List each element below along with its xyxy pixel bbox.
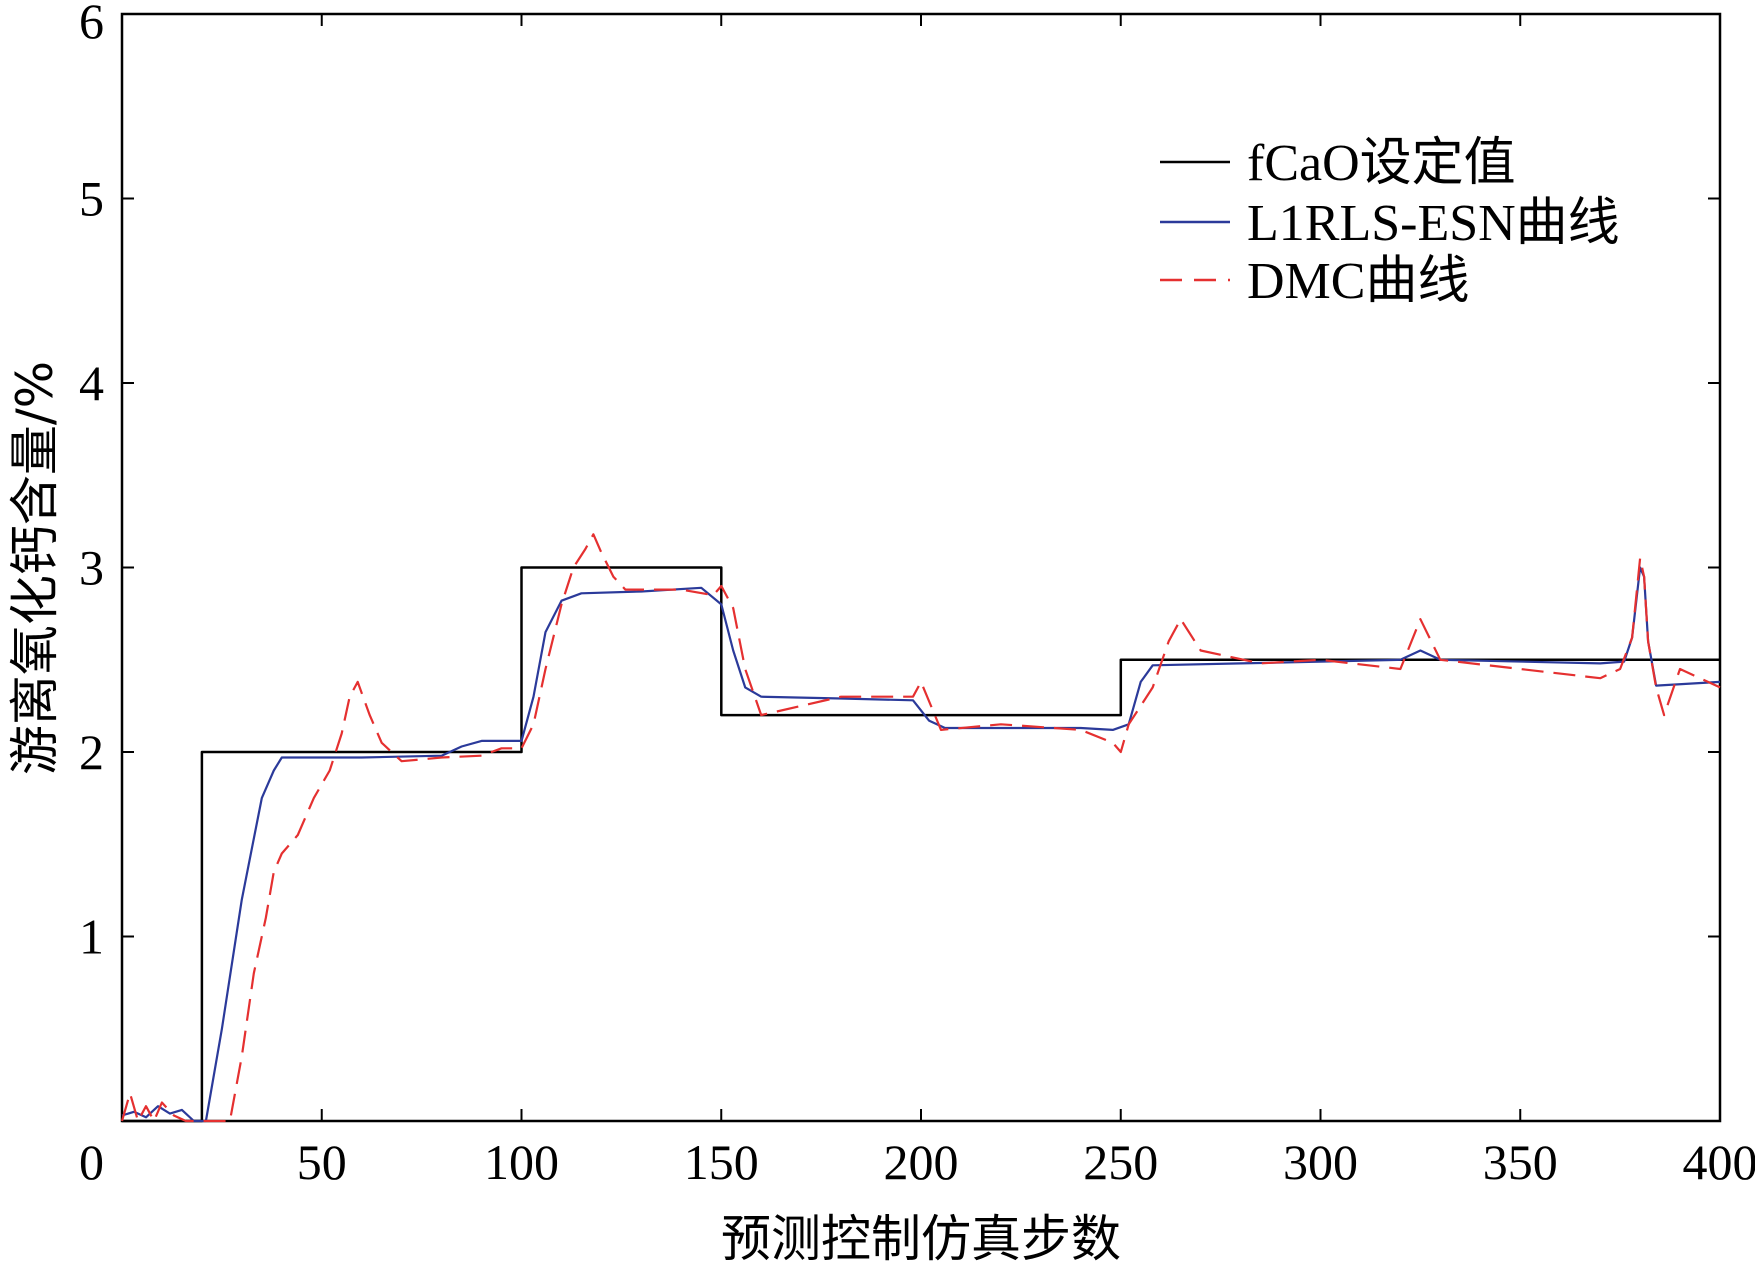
y-tick-label: 4 <box>79 355 104 411</box>
legend-item-l1rls-esn-label: L1RLS-ESN曲线 <box>1247 195 1620 252</box>
x-tick-label: 250 <box>1083 1134 1158 1190</box>
x-tick-label: 400 <box>1683 1134 1755 1190</box>
y-tick-label: 3 <box>79 540 104 596</box>
series-lines <box>120 533 1721 1123</box>
legend-item-setpoint-label: fCaO设定值 <box>1247 135 1516 192</box>
y-tick-label: 5 <box>79 171 104 227</box>
x-tick-label: 100 <box>484 1134 559 1190</box>
y-tick-label: 2 <box>79 724 104 780</box>
y-tick-label: 6 <box>79 0 104 49</box>
axis-ticks: 50 100 150 200 250 300 350 400 0 1 2 3 4 5 6 <box>79 0 1755 1190</box>
y-tick-label: 0 <box>79 1134 104 1190</box>
legend-item-dmc-label: DMC曲线 <box>1247 253 1469 310</box>
x-tick-label: 350 <box>1483 1134 1558 1190</box>
dmc-line <box>120 533 1721 1123</box>
y-axis-title: 游离氧化钙含量/% <box>6 361 64 775</box>
x-tick-label: 300 <box>1283 1134 1358 1190</box>
l1rls-esn-line <box>121 566 1721 1123</box>
x-tick-label: 200 <box>884 1134 959 1190</box>
setpoint-line <box>122 566 1720 1123</box>
x-tick-label: 150 <box>684 1134 759 1190</box>
x-tick-label: 50 <box>297 1134 347 1190</box>
y-tick-label: 1 <box>79 909 104 965</box>
x-axis-title: 预测控制仿真步数 <box>721 1210 1121 1268</box>
